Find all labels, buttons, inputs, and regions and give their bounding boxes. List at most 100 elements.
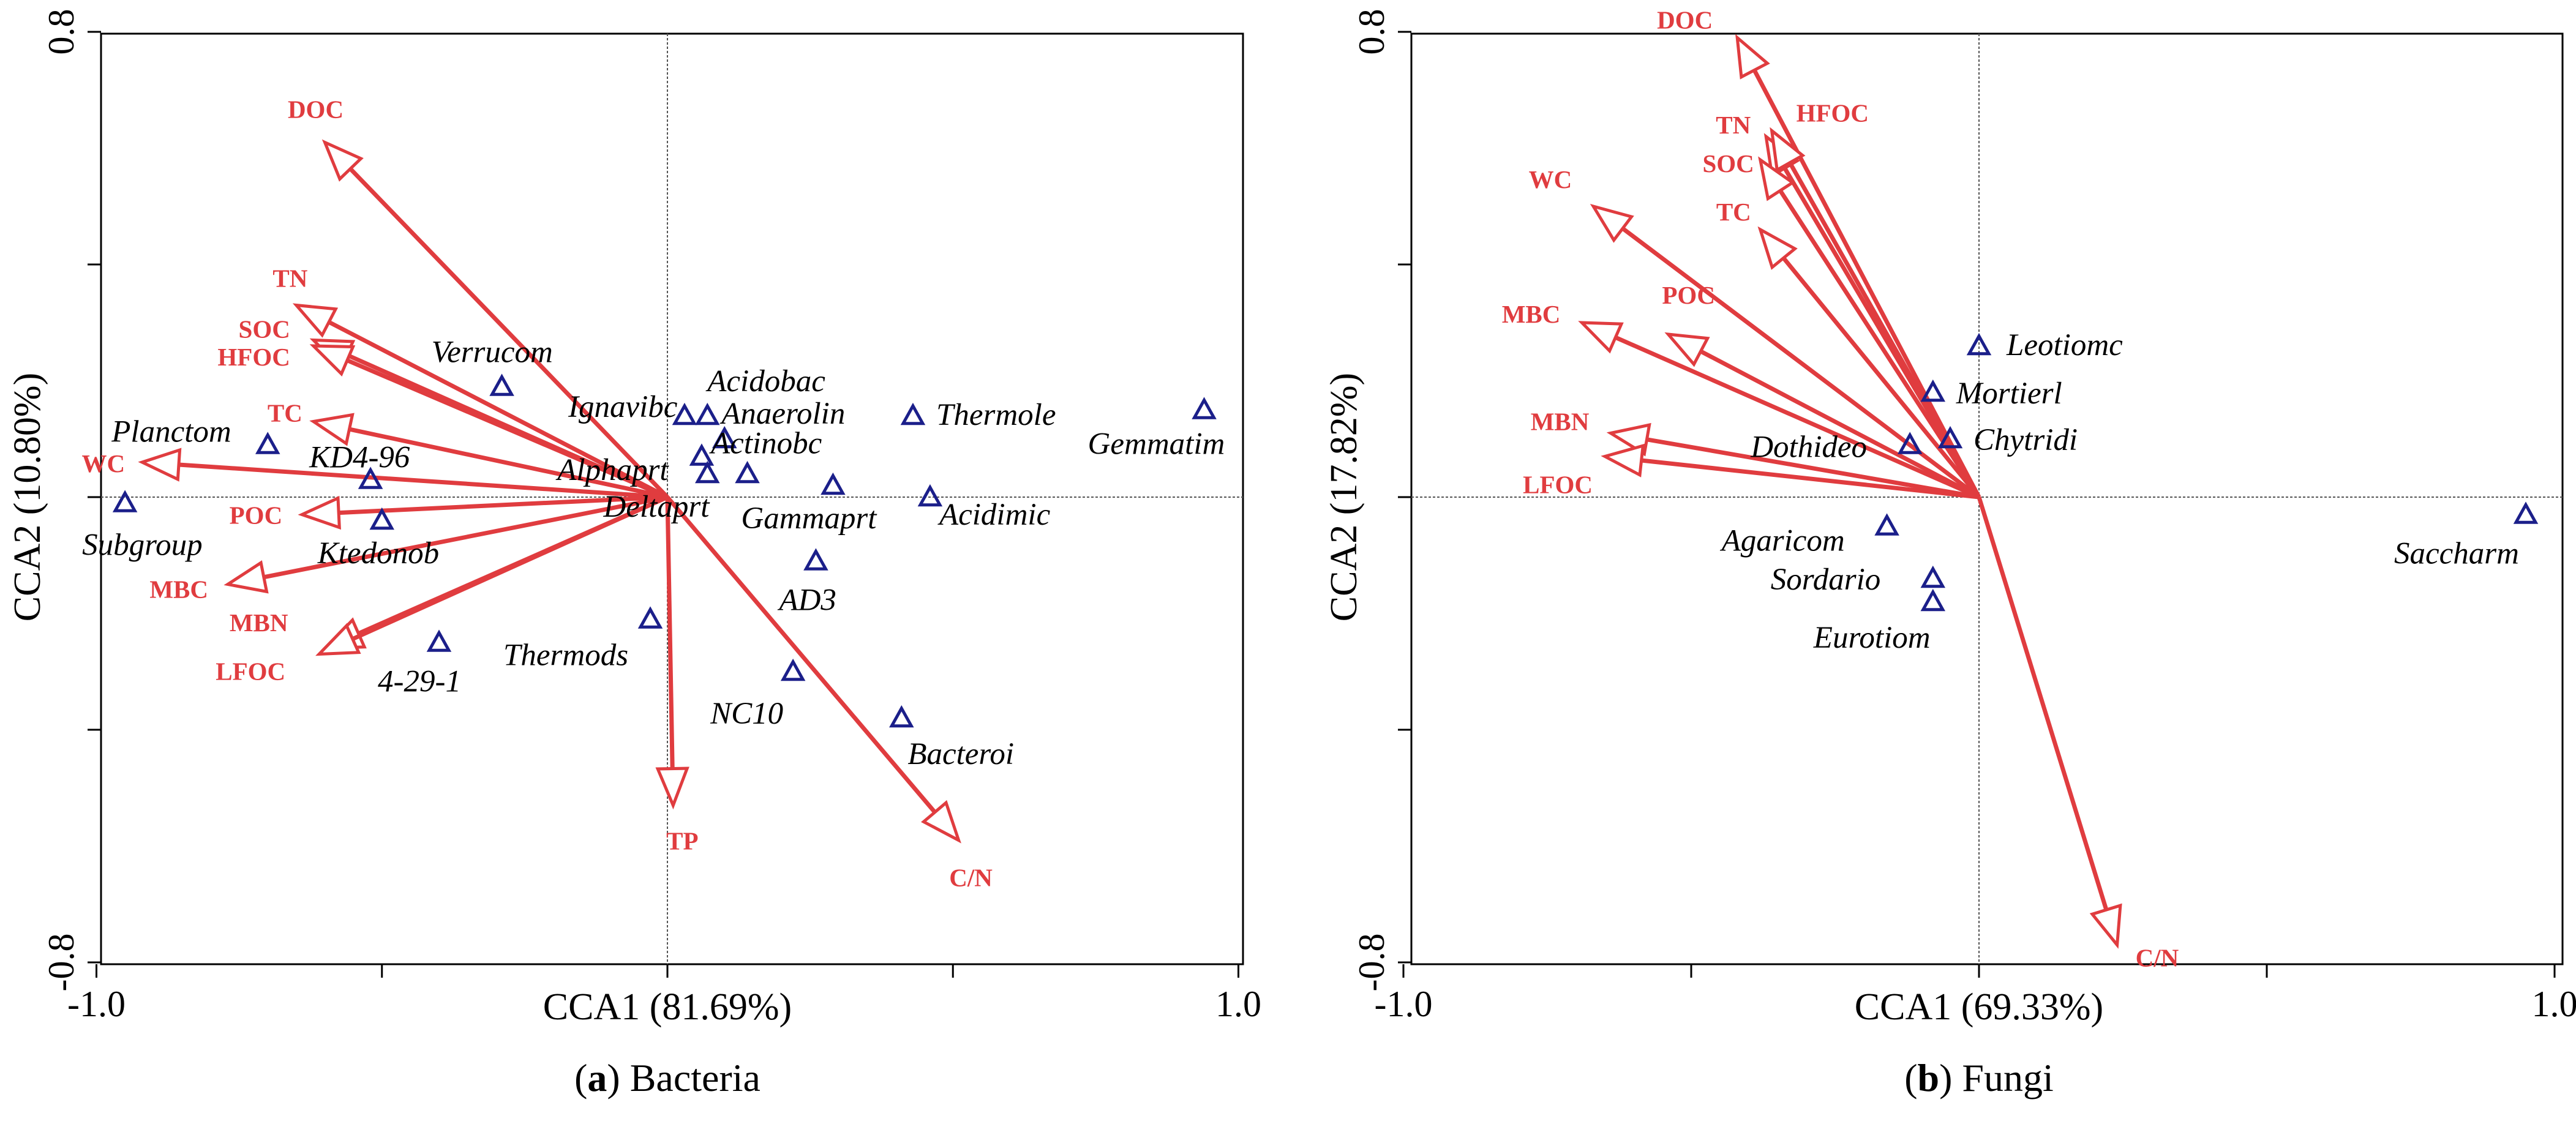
- vector-poc: POC: [230, 495, 668, 530]
- caption-paren-open: (: [1904, 1056, 1917, 1100]
- vector-arrowhead: [309, 413, 355, 446]
- taxon-triangle-marker: [2513, 501, 2539, 524]
- vector-c-n: C/N: [666, 495, 993, 892]
- caption-text: Bacteria: [620, 1056, 760, 1100]
- vector-line: [1752, 69, 1981, 498]
- taxon-label: 4-29-1: [378, 665, 461, 699]
- vector-line: [178, 462, 668, 500]
- y-axis-title: CCA2 (17.82%): [1323, 373, 1365, 621]
- taxon-label: Verrucom: [432, 335, 553, 370]
- taxon-label: Eurotiom: [1813, 621, 1931, 655]
- taxon-label: Subgroup: [82, 528, 202, 563]
- taxon-kd4-96: KD4-96: [309, 441, 410, 489]
- vector-line: [1641, 458, 1980, 500]
- x-axis-title: CCA1 (69.33%): [1855, 986, 2103, 1028]
- taxon-label: Thermole: [936, 398, 1056, 432]
- taxon-dothideo: Dothideo: [1750, 430, 1923, 465]
- y-axis-title: CCA2 (10.80%): [7, 373, 48, 621]
- vector-hfoc: HFOC: [1770, 99, 1981, 498]
- vector-wc: WC: [81, 448, 668, 500]
- taxon-triangle-marker: [803, 548, 828, 571]
- vector-arrowhead: [1735, 34, 1770, 80]
- taxon-triangle-marker: [695, 460, 720, 484]
- taxon-label: Gammaprt: [741, 501, 877, 536]
- taxon-thermole: Thermole: [900, 398, 1056, 432]
- vector-line: [665, 496, 675, 769]
- taxon-nc10: NC10: [710, 658, 806, 731]
- taxon-label: Saccharm: [2394, 537, 2519, 571]
- panel-fungi: -1.0 1.0 0.8 -0.8 CCA1 (69.33%) CCA2 (17.82%)…: [1323, 6, 2576, 1100]
- vector-label: SOC: [239, 315, 290, 343]
- vector-tn: TN: [272, 264, 669, 500]
- x-tick-label: 1.0: [2532, 984, 2576, 1024]
- y-tick-label: -0.8: [1351, 934, 1392, 992]
- taxon-chytridi: Chytridi: [1937, 423, 2078, 457]
- taxon-triangle-marker: [1966, 332, 1992, 356]
- vector-label: HFOC: [217, 343, 290, 371]
- panel-bacteria: -1.0 1.0 0.8 -0.8 CCA1 (81.69%) CCA2 (10.80%)…: [7, 9, 1261, 1100]
- taxon-triangle-marker: [1192, 397, 1217, 419]
- taxon-gammaprt: Gammaprt: [741, 472, 877, 536]
- vector-line: [1788, 162, 1981, 498]
- vector-label: SOC: [1702, 149, 1754, 178]
- vector-doc: DOC: [1657, 6, 1981, 498]
- vector-arrowhead: [1770, 127, 1806, 173]
- taxon-label: Leotiomc: [2006, 328, 2123, 362]
- taxon-eurotiom: Eurotiom: [1813, 588, 1946, 655]
- vector-tp: TP: [655, 496, 699, 855]
- caption-letter: a: [587, 1056, 607, 1100]
- taxon-leotiomc: Leotiomc: [1966, 328, 2123, 362]
- vector-lfoc: LFOC: [216, 495, 669, 686]
- taxon-label: Dothideo: [1750, 430, 1867, 465]
- vector-line: [348, 427, 668, 500]
- taxon-triangle-marker: [780, 658, 806, 681]
- taxon-subgroup: Subgroup: [82, 490, 203, 563]
- taxon-label: Acidimic: [937, 498, 1051, 532]
- vector-line: [666, 495, 937, 814]
- vector-label: POC: [230, 501, 283, 530]
- vector-c-n: C/N: [1977, 496, 2179, 972]
- taxon-label: Bacteroi: [907, 737, 1014, 771]
- vector-label: LFOC: [1523, 471, 1593, 499]
- vector-arrowhead: [1664, 332, 1710, 367]
- taxon-label: Planctom: [111, 415, 231, 449]
- taxon-label: Ktedonob: [317, 536, 439, 571]
- taxon-thermods: Thermods: [503, 606, 663, 673]
- taxon-triangle-marker: [1920, 565, 1946, 588]
- taxon-triangle-marker: [426, 629, 452, 652]
- taxon-label: NC10: [710, 697, 783, 731]
- vector-line: [328, 320, 669, 500]
- vector-arrowhead: [315, 623, 361, 656]
- caption-paren-close: ): [1939, 1056, 1952, 1100]
- vector-label: TN: [272, 264, 307, 293]
- taxon-triangle-marker: [735, 460, 760, 484]
- taxon-label: Sordario: [1771, 563, 1880, 597]
- x-tick-label: 1.0: [1215, 984, 1261, 1024]
- taxon-triangle-marker: [689, 443, 715, 466]
- y-tick-label: 0.8: [41, 9, 81, 55]
- caption-letter: b: [1918, 1056, 1940, 1100]
- vector-line: [1782, 257, 1981, 499]
- taxon-triangle-marker: [900, 402, 926, 425]
- vector-arrowhead: [223, 560, 269, 594]
- taxon-label: Agaricom: [1720, 524, 1845, 558]
- taxon-actinobc: Actinobc: [689, 427, 822, 466]
- taxon-ignavibc: Ignavibc: [568, 390, 697, 425]
- taxon-triangle-marker: [672, 402, 697, 425]
- vector-arrowhead: [309, 344, 356, 377]
- x-axis-title: CCA1 (81.69%): [543, 986, 792, 1028]
- x-tick-label: -1.0: [67, 984, 126, 1024]
- taxon-triangle-marker: [489, 373, 514, 396]
- taxon-triangle-marker: [112, 490, 138, 512]
- taxon-label: Actinobc: [709, 427, 822, 461]
- vector-arrowhead: [655, 766, 689, 810]
- taxon-label: Alphaprt: [555, 453, 669, 487]
- vector-label: TP: [666, 827, 698, 855]
- vector-arrowhead: [321, 139, 364, 182]
- vector-arrowhead: [1757, 226, 1798, 270]
- vector-label: LFOC: [216, 658, 285, 686]
- taxon-triangle-marker: [637, 606, 663, 629]
- taxon-triangle-marker: [358, 466, 383, 489]
- vector-arrowhead: [298, 495, 341, 530]
- taxon-deltaprt: Deltaprt: [603, 460, 760, 524]
